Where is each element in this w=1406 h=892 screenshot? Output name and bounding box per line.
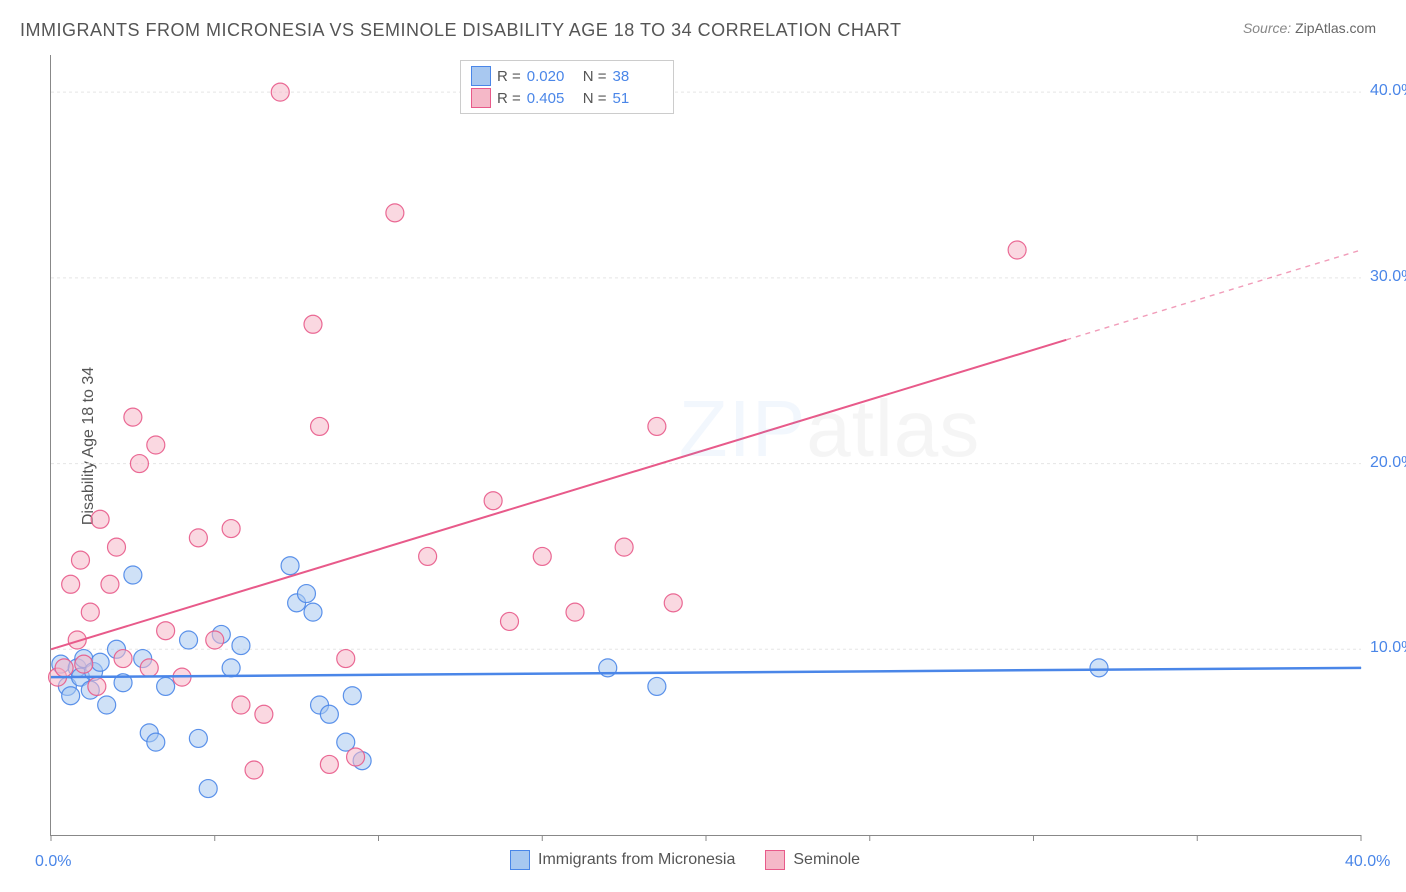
legend-swatch	[471, 88, 491, 108]
legend-swatch	[510, 850, 530, 870]
legend-r-value: 0.020	[527, 68, 577, 85]
legend-n-label: N =	[583, 90, 607, 107]
legend-swatch	[765, 850, 785, 870]
y-tick-label: 20.0%	[1370, 454, 1406, 472]
legend-row: R = 0.405 N = 51	[471, 87, 663, 109]
legend-item: Immigrants from Micronesia	[510, 850, 735, 870]
plot-area	[50, 55, 1361, 836]
y-tick-label: 10.0%	[1370, 639, 1406, 657]
chart-svg	[51, 55, 1361, 835]
legend-n-value: 38	[613, 68, 663, 85]
chart-title: IMMIGRANTS FROM MICRONESIA VS SEMINOLE D…	[20, 20, 902, 41]
y-tick-label: 40.0%	[1370, 82, 1406, 100]
y-tick-label: 30.0%	[1370, 268, 1406, 286]
x-tick-label: 40.0%	[1345, 853, 1390, 871]
legend-item: Seminole	[765, 850, 860, 870]
source-label: Source:	[1243, 20, 1291, 36]
legend-n-label: N =	[583, 68, 607, 85]
source-value: ZipAtlas.com	[1295, 20, 1376, 36]
x-tick-label: 0.0%	[35, 853, 71, 871]
legend-n-value: 51	[613, 90, 663, 107]
legend-r-label: R =	[497, 90, 521, 107]
legend-r-value: 0.405	[527, 90, 577, 107]
legend-swatch	[471, 66, 491, 86]
source-attribution: Source: ZipAtlas.com	[1243, 20, 1376, 36]
series-legend: Immigrants from Micronesia Seminole	[510, 850, 860, 870]
legend-series-name: Seminole	[793, 851, 860, 869]
legend-row: R = 0.020 N = 38	[471, 65, 663, 87]
legend-series-name: Immigrants from Micronesia	[538, 851, 735, 869]
correlation-legend: R = 0.020 N = 38 R = 0.405 N = 51	[460, 60, 674, 114]
legend-r-label: R =	[497, 68, 521, 85]
